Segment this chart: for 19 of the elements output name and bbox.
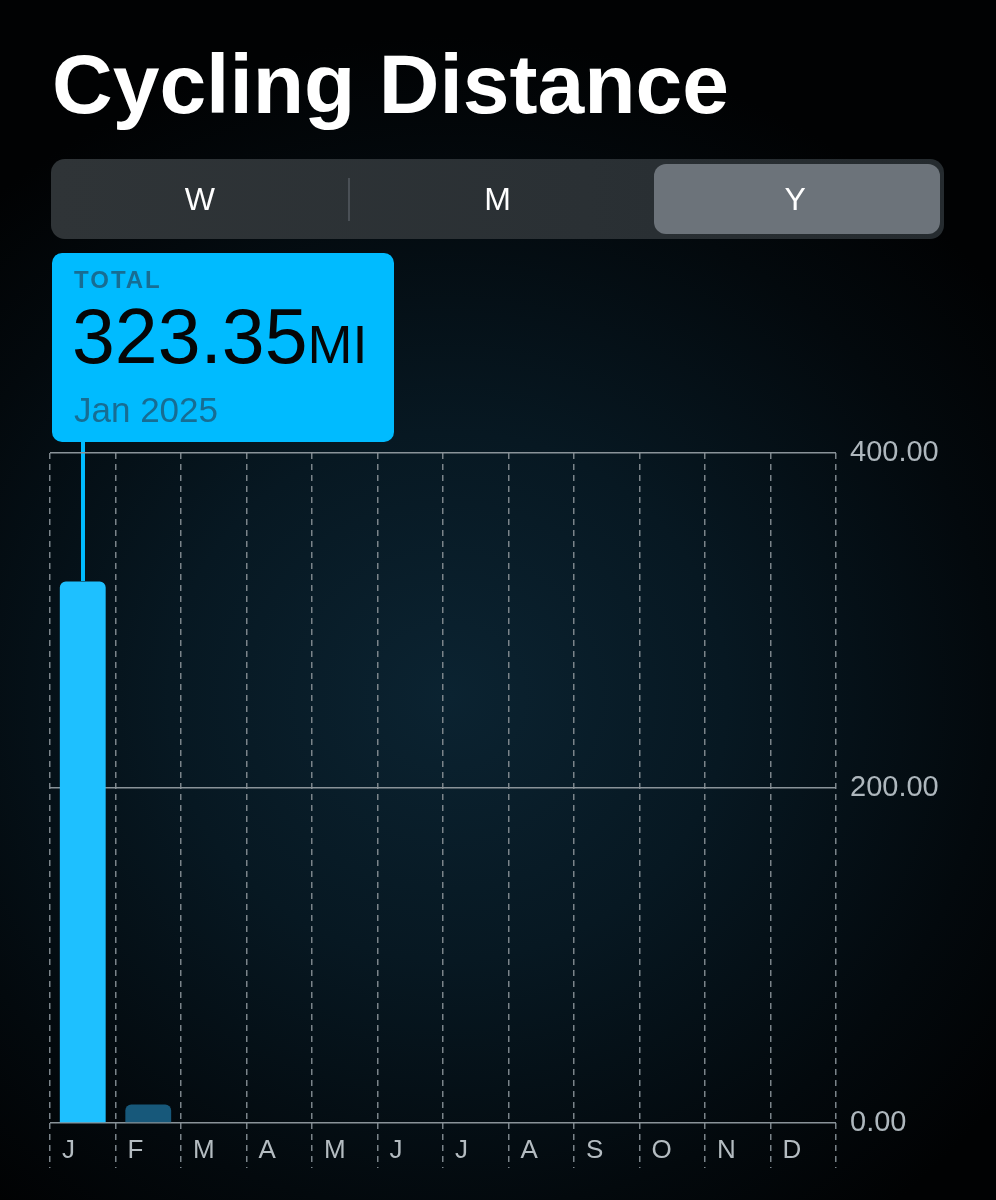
- x-tick-label: M: [324, 1133, 346, 1164]
- x-tick-label: F: [127, 1133, 144, 1164]
- segmented-control: W M Y: [51, 159, 944, 239]
- annotation: 323.35MI: [72, 293, 368, 379]
- x-tick-label: D: [782, 1133, 802, 1164]
- x-tick-label: J: [62, 1133, 75, 1164]
- y-tick-label: 200.00: [850, 770, 939, 802]
- x-tick-label: A: [258, 1133, 277, 1164]
- x-tick-label: J: [455, 1133, 468, 1164]
- x-tick-label: N: [717, 1133, 736, 1164]
- x-tick-label: A: [520, 1133, 539, 1164]
- x-tick-label: S: [586, 1133, 604, 1164]
- x-tick-label: M: [193, 1133, 215, 1164]
- chart-title: Cycling Distance: [52, 37, 729, 131]
- tooltip-callout: TOTAL 323.35MI Jan 2025: [52, 253, 394, 582]
- x-tick-label: J: [389, 1133, 403, 1164]
- y-tick-label: 400.00: [850, 435, 939, 467]
- y-tick-label: 0.00: [850, 1105, 907, 1137]
- x-tick-label: O: [651, 1133, 672, 1164]
